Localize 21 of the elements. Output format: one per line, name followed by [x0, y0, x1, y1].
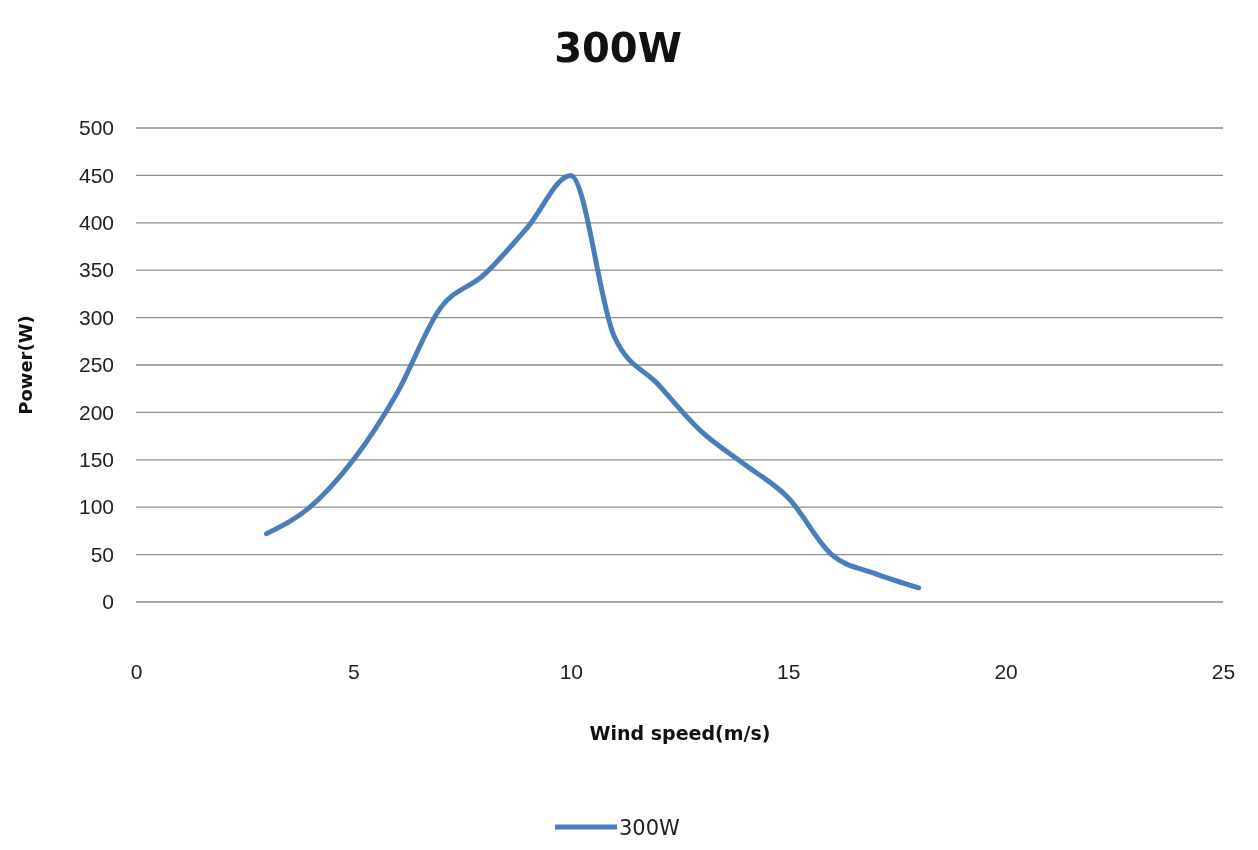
y-tick-label: 400	[78, 211, 114, 235]
y-tick-label: 250	[78, 353, 114, 377]
x-tick-label: 10	[559, 659, 583, 683]
x-tick-label: 5	[348, 659, 360, 683]
x-axis-title: Wind speed(m/s)	[589, 722, 771, 744]
x-tick-label: 25	[1211, 659, 1236, 683]
y-tick-label: 0	[102, 590, 114, 614]
x-tick-label: 15	[777, 659, 801, 683]
y-tick-label: 500	[78, 116, 114, 140]
x-tick-label: 0	[130, 659, 143, 683]
y-tick-label: 450	[78, 163, 114, 187]
y-tick-label: 200	[78, 400, 114, 424]
y-tick-label: 300	[78, 305, 114, 329]
y-tick-label: 150	[78, 448, 114, 472]
y-tick-label: 50	[90, 542, 114, 566]
y-axis-title: Power(W)	[15, 315, 36, 415]
legend-label: 300W	[619, 816, 681, 840]
chart-title: 300W	[554, 25, 682, 71]
y-tick-label: 350	[78, 258, 114, 282]
x-tick-label: 20	[994, 659, 1018, 683]
y-tick-label: 100	[78, 495, 114, 519]
